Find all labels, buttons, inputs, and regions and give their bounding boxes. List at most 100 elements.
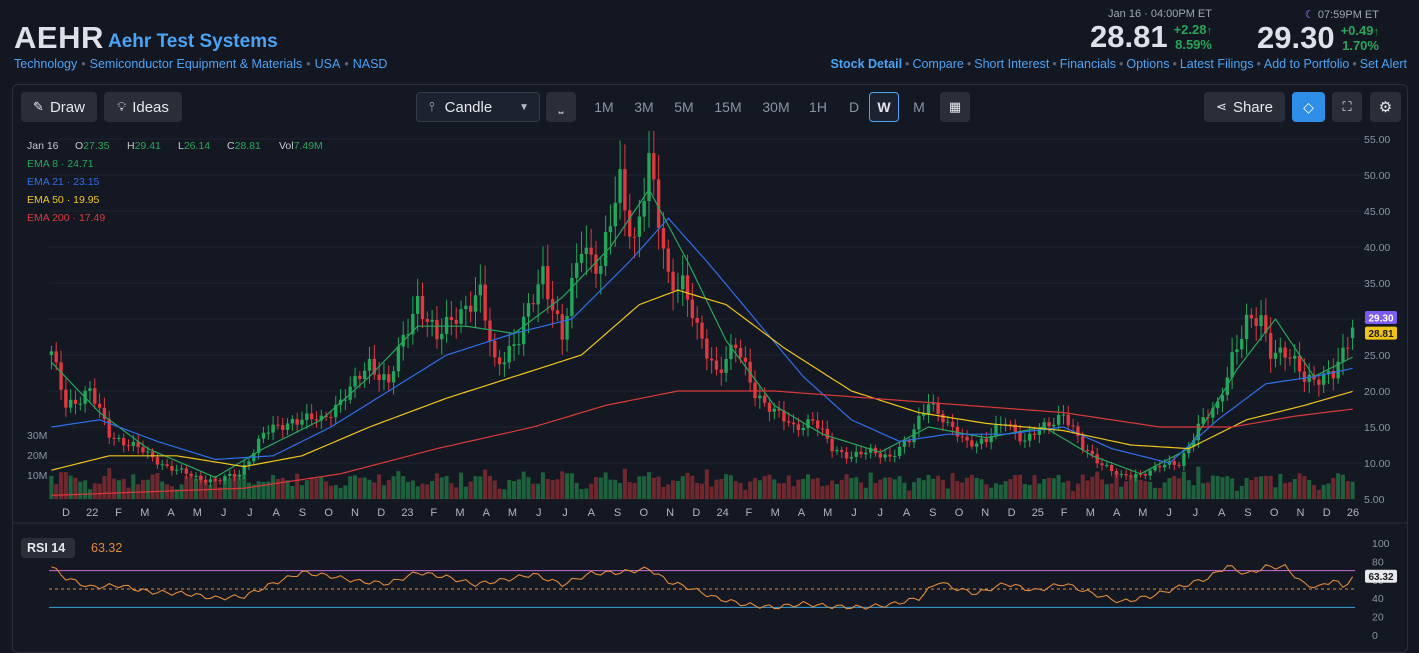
x-axis-tick-label: J bbox=[221, 507, 227, 519]
x-axis-tick-label: O bbox=[1270, 507, 1279, 519]
volume-bar bbox=[892, 479, 897, 499]
volume-bar bbox=[1056, 474, 1061, 499]
volume-bar bbox=[68, 475, 73, 499]
volume-bar bbox=[1239, 485, 1244, 499]
candle-body bbox=[502, 362, 507, 365]
share-button[interactable]: ⋖ Share bbox=[1204, 92, 1285, 122]
volume-bar bbox=[752, 478, 758, 499]
candle-body bbox=[256, 438, 261, 453]
volume-bar bbox=[208, 485, 213, 499]
company-name[interactable]: Aehr Test Systems bbox=[108, 31, 278, 52]
volume-bar bbox=[868, 472, 873, 499]
timeframe-30m[interactable]: 30M bbox=[762, 99, 790, 115]
x-axis-tick-label: A bbox=[483, 507, 491, 519]
volume-bar bbox=[781, 483, 786, 499]
candle-body bbox=[1268, 333, 1273, 359]
timeframe-m[interactable]: M bbox=[913, 99, 925, 115]
candle-body bbox=[579, 253, 584, 263]
volume-bar bbox=[1109, 483, 1114, 499]
volume-bar bbox=[632, 483, 637, 499]
volume-bar bbox=[1157, 488, 1162, 499]
settings-button[interactable]: ⚙ bbox=[1370, 92, 1401, 122]
volume-bar bbox=[333, 485, 338, 499]
volume-bar bbox=[1003, 481, 1008, 499]
link-add-to-portfolio[interactable]: Add to Portfolio bbox=[1263, 57, 1350, 71]
candle-body bbox=[194, 475, 198, 477]
volume-bar bbox=[1051, 478, 1056, 499]
candle-body bbox=[902, 440, 907, 447]
volume-bar bbox=[463, 486, 468, 499]
rsi-axis-label: 80 bbox=[1372, 556, 1384, 568]
candle-body bbox=[546, 266, 550, 300]
timeframe-3m[interactable]: 3M bbox=[634, 99, 654, 115]
volume-bar bbox=[1340, 474, 1345, 499]
candle-body bbox=[787, 421, 791, 423]
volume-bar bbox=[1177, 478, 1182, 499]
volume-bar bbox=[902, 482, 907, 499]
calendar-button[interactable]: ▦ bbox=[940, 92, 970, 122]
candle-body bbox=[300, 419, 304, 425]
volume-bar bbox=[834, 484, 839, 499]
link-options[interactable]: Options bbox=[1126, 57, 1170, 71]
candle-body bbox=[141, 447, 145, 453]
volume-bar bbox=[1061, 482, 1066, 499]
volume-bar bbox=[468, 481, 473, 499]
candle-body bbox=[536, 284, 540, 305]
link-compare[interactable]: Compare bbox=[912, 57, 964, 71]
candle-body bbox=[1254, 318, 1258, 327]
link-financials[interactable]: Financials bbox=[1059, 57, 1116, 71]
timeframe-5m[interactable]: 5M bbox=[674, 99, 694, 115]
x-axis-tick-label: M bbox=[140, 507, 149, 519]
link-set-alert[interactable]: Set Alert bbox=[1359, 57, 1407, 71]
premium-button[interactable]: ◇ bbox=[1292, 92, 1325, 122]
volume-bar bbox=[512, 480, 517, 499]
volume-bar bbox=[931, 478, 936, 499]
volume-bar bbox=[536, 483, 541, 499]
link-short-interest[interactable]: Short Interest bbox=[974, 57, 1050, 71]
volume-bar bbox=[140, 479, 145, 499]
candle-body bbox=[570, 277, 574, 316]
candle-body bbox=[266, 432, 270, 434]
candle-body bbox=[1037, 429, 1042, 435]
country-link[interactable]: USA bbox=[314, 57, 341, 71]
candle-body bbox=[632, 236, 637, 238]
timeframe-1h[interactable]: 1H bbox=[809, 99, 827, 115]
price-chart[interactable]: 55.0050.0045.0040.0035.0030.0025.0020.00… bbox=[13, 131, 1407, 651]
candle-body bbox=[1350, 327, 1355, 339]
x-axis-tick-label: M bbox=[771, 507, 780, 519]
date-range-button[interactable]: ⎵ bbox=[546, 92, 576, 122]
volume-bar bbox=[767, 474, 772, 499]
link-latest-filings[interactable]: Latest Filings bbox=[1179, 57, 1254, 71]
exchange-link[interactable]: NASD bbox=[352, 57, 388, 71]
draw-button[interactable]: ✎ Draw bbox=[21, 92, 97, 122]
candle-body bbox=[1302, 371, 1307, 382]
candle-body bbox=[208, 479, 213, 483]
fullscreen-button[interactable]: ⛶ bbox=[1332, 92, 1362, 122]
candle-body bbox=[497, 357, 502, 365]
chart-type-select[interactable]: ⫯ Candle ▼ bbox=[416, 92, 540, 122]
rsi-axis-label: 20 bbox=[1372, 612, 1384, 624]
candle-body bbox=[724, 359, 728, 373]
ideas-button[interactable]: 💡︎ Ideas bbox=[104, 92, 182, 122]
volume-bar bbox=[1254, 476, 1259, 499]
candle-body bbox=[1119, 474, 1123, 476]
volume-bar bbox=[319, 477, 324, 499]
volume-bar bbox=[59, 472, 64, 499]
candle-body bbox=[93, 388, 97, 404]
candle-body bbox=[97, 403, 102, 408]
candle-body bbox=[444, 316, 449, 334]
link-stock-detail[interactable]: Stock Detail bbox=[830, 57, 903, 71]
volume-bar bbox=[863, 487, 868, 499]
industry-link[interactable]: Semiconductor Equipment & Materials bbox=[89, 57, 303, 71]
volume-bar bbox=[540, 472, 545, 499]
candle-body bbox=[1076, 426, 1080, 436]
timeframe-w[interactable]: W bbox=[869, 92, 899, 122]
volume-bar bbox=[1215, 476, 1220, 499]
candle-body bbox=[912, 429, 916, 443]
sector-link-technology[interactable]: Technology bbox=[14, 57, 78, 71]
timeframe-1m[interactable]: 1M bbox=[594, 99, 614, 115]
volume-bar bbox=[386, 480, 391, 499]
quote-nav-links: Stock Detail • Compare • Short Interest • Fina… bbox=[830, 57, 1407, 71]
timeframe-d[interactable]: D bbox=[848, 99, 860, 115]
timeframe-15m[interactable]: 15M bbox=[714, 99, 742, 115]
